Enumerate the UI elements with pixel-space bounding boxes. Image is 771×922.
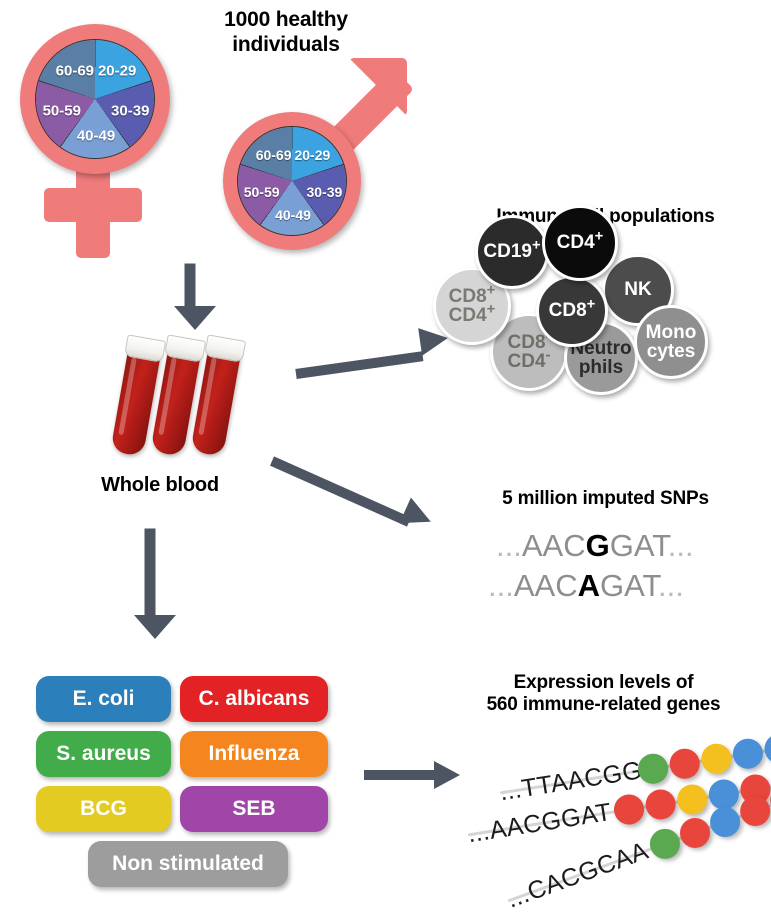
- nucleotide-bead-blue: [705, 802, 745, 842]
- expression-title-line1: Expression levels of: [513, 672, 694, 693]
- snp-ellipsis-right: ...: [667, 528, 694, 563]
- snp-flank-right: GAT: [609, 528, 668, 563]
- stimulus-label: BCG: [80, 797, 127, 820]
- section-title-snps: 5 million imputed SNPs: [502, 488, 709, 509]
- cell-label: CD4+: [556, 228, 604, 254]
- nucleotide-bead-blue: [762, 731, 771, 766]
- arrow-head: [174, 306, 216, 330]
- nucleotide-bead-blue: [730, 736, 766, 771]
- arrow-head: [134, 615, 176, 639]
- arrow-shaft: [364, 770, 436, 780]
- immune-cell-cd8cd4pos: CD8+ CD4+: [433, 267, 511, 345]
- snp-ellipsis-right: ...: [657, 568, 684, 603]
- immune-cell-neutro: Neutro phils: [564, 321, 638, 395]
- snp-sequence-line: ...AACGGAT...: [496, 528, 694, 564]
- stimulus-chip-influenza[interactable]: Influenza: [180, 731, 328, 777]
- stimulus-label: Non stimulated: [112, 852, 264, 875]
- pie-label-60-69: 60-69: [255, 147, 292, 164]
- immune-cell-cd8: CD8+: [536, 275, 608, 347]
- stimulation-conditions: E. coli C. albicans S. aureus Influenza BCG S…: [0, 0, 380, 922]
- age-pie-male: 20-2930-3940-4950-5960-69: [237, 126, 347, 236]
- female-symbol: 20-2930-3940-4950-5960-69: [10, 12, 190, 262]
- stimulus-label: Influenza: [208, 742, 300, 765]
- expression-title-line2: 560 immune-related genes: [486, 694, 721, 716]
- immune-cell-nk: NK: [602, 254, 674, 326]
- snp-sequences: ...AACGGAT... ...AACAGAT...: [480, 528, 760, 608]
- arrow-head: [434, 761, 460, 789]
- section-title-expression: Expression levels of 560 immune-related …: [436, 672, 771, 717]
- nucleotide-bead-yellow: [699, 741, 734, 776]
- male-symbol: 20-2930-3940-4950-5960-69: [205, 58, 425, 250]
- nucleotide-bead-red: [643, 787, 678, 822]
- stimulus-label: S. aureus: [56, 742, 151, 765]
- stimulus-label: E. coli: [72, 687, 135, 710]
- female-cross-horizontal: [44, 188, 142, 222]
- stimulus-chip-c-albicans[interactable]: C. albicans: [180, 676, 328, 722]
- stimulus-chip-non-stimulated[interactable]: Non stimulated: [88, 841, 288, 887]
- stimulus-chip-s-aureus[interactable]: S. aureus: [36, 731, 171, 777]
- cell-label: CD19+: [483, 237, 541, 263]
- nucleotide-bead-red: [675, 813, 715, 853]
- stimulus-chip-seb[interactable]: SEB: [180, 786, 328, 832]
- cell-label: NK: [624, 279, 652, 301]
- snp-flank-left: AAC: [521, 528, 586, 563]
- nucleotide-bead-red: [611, 792, 647, 827]
- age-pie-female: 20-2930-3940-4950-5960-69: [35, 39, 155, 159]
- nucleotide-bead-green: [645, 824, 685, 864]
- stimulus-label: C. albicans: [198, 687, 310, 710]
- strand-sequence-text: ...CACGCAA: [503, 836, 653, 914]
- nucleotide-bead-red: [735, 791, 771, 831]
- snp-sequence-line: ...AACAGAT...: [488, 568, 684, 604]
- immune-cell-cluster: CD19+ CD4+ CD8+CD4+ CD8+ NK CD8-CD4- Neutrophi…: [0, 0, 771, 440]
- page-title: 1000 healthy individuals: [224, 8, 348, 56]
- cell-label: CD8+ CD4+: [448, 282, 496, 326]
- stimulus-chip-bcg[interactable]: BCG: [36, 786, 171, 832]
- strand-sequence-text: ...AACGGAT: [465, 797, 614, 849]
- snp-ellipsis-left: ...: [488, 568, 514, 603]
- cell-label: CD8-CD4-: [507, 329, 551, 372]
- snp-flank-right: GAT: [599, 568, 658, 603]
- cell-label: Mono cytes: [645, 321, 697, 362]
- snp-variant-base: A: [577, 568, 600, 603]
- immune-cell-mono: Mono cytes: [634, 305, 708, 379]
- cell-label: CD8+: [548, 296, 596, 322]
- pie-slice-divider: [36, 40, 154, 158]
- stimulus-chip-e-coli[interactable]: E. coli: [36, 676, 171, 722]
- snp-flank-left: AAC: [513, 568, 578, 603]
- label-whole-blood: Whole blood: [101, 474, 219, 496]
- pie-label-60-69: 60-69: [55, 62, 95, 80]
- snp-ellipsis-left: ...: [496, 528, 522, 563]
- nucleotide-bead-red: [667, 746, 702, 781]
- immune-cell-cd19: CD19+: [475, 215, 549, 289]
- stimulus-label: SEB: [232, 797, 276, 820]
- pie-slice-divider: [238, 127, 346, 235]
- immune-cell-cd4: CD4+: [542, 205, 618, 281]
- snp-variant-base: G: [585, 528, 610, 563]
